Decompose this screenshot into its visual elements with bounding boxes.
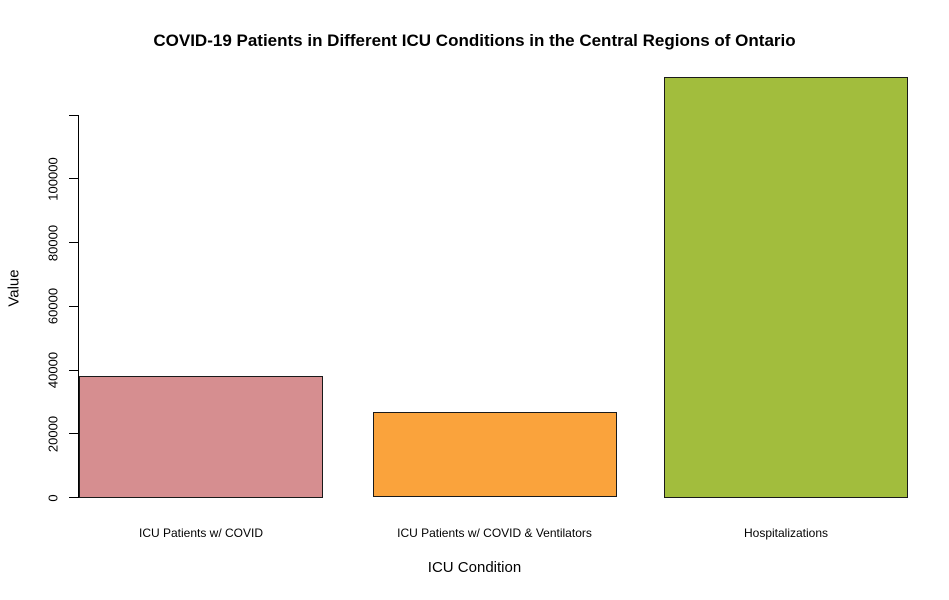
category-label: ICU Patients w/ COVID	[138, 526, 264, 540]
y-axis-line	[77, 115, 79, 498]
y-axis-tick	[69, 242, 78, 243]
y-axis-tick	[69, 305, 78, 307]
y-axis-tick	[69, 114, 78, 116]
y-axis-tick	[69, 369, 78, 371]
y-tick-label: 20000	[45, 415, 61, 452]
y-tick-label: 100000	[45, 157, 61, 201]
y-tick-label: 60000	[45, 288, 61, 325]
y-axis-tick	[69, 497, 78, 498]
category-label: ICU Patients w/ COVID & Ventilators	[397, 526, 592, 540]
y-tick-label: 0	[45, 493, 61, 502]
y-tick-label: 40000	[45, 351, 61, 389]
bar-3	[664, 76, 908, 498]
bar-2	[372, 412, 617, 498]
chart-title: COVID-19 Patients in Different ICU Condi…	[153, 31, 796, 50]
category-label: Hospitalizations	[743, 526, 829, 540]
y-axis-tick	[69, 433, 78, 435]
y-tick-label: 80000	[45, 224, 61, 261]
bar-1	[79, 376, 323, 498]
y-axis-label: Value	[5, 269, 23, 307]
y-axis-tick	[69, 178, 78, 180]
x-axis-label: ICU Condition	[427, 559, 522, 576]
